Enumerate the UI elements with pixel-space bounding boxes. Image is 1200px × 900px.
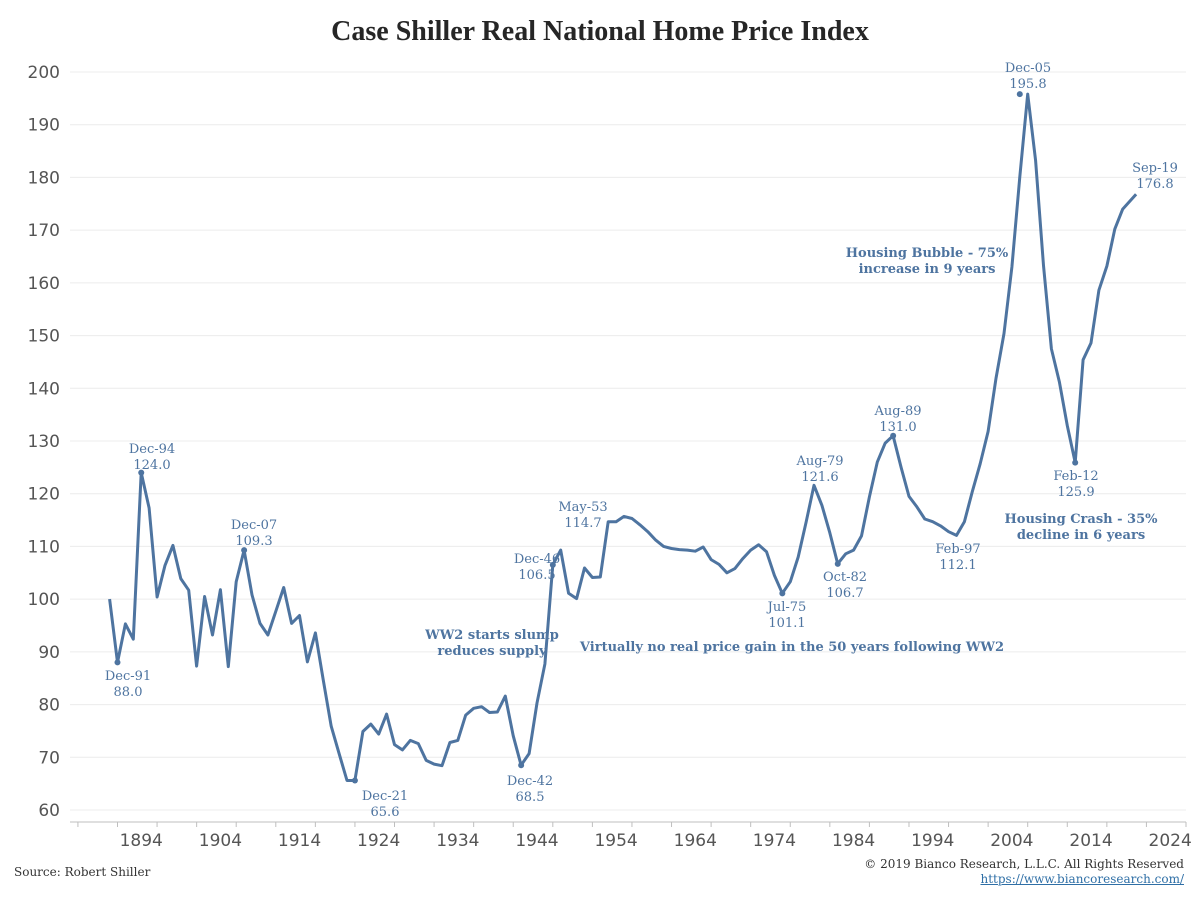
note-ww2-line-1: reduces supply	[437, 644, 547, 659]
annotation-dot-dec46	[549, 561, 556, 568]
copyright-text: © 2019 Bianco Research, L.L.C. All Right…	[864, 857, 1184, 871]
note-bubble-line-0: Housing Bubble - 75%	[846, 246, 1009, 261]
y-tick-label-170: 170	[28, 221, 60, 241]
annotation-date-may53: May-53	[558, 500, 607, 515]
source-link[interactable]: https://www.biancoresearch.com/	[980, 872, 1184, 886]
note-virtually-line-0: Virtually no real price gain in the 50 y…	[579, 640, 1004, 655]
y-tick-label-120: 120	[28, 485, 60, 505]
annotation-value-dec91: 88.0	[114, 685, 143, 700]
annotation-value-dec21: 65.6	[371, 805, 400, 820]
annotation-date-dec05: Dec-05	[1005, 61, 1051, 76]
chart-title: Case Shiller Real National Home Price In…	[331, 16, 869, 47]
y-tick-label-80: 80	[38, 696, 60, 716]
annotation-value-dec42: 68.5	[516, 790, 545, 805]
annotation-date-dec21: Dec-21	[362, 789, 408, 804]
annotation-date-dec42: Dec-42	[507, 774, 553, 789]
annotation-date-feb12: Feb-12	[1053, 469, 1098, 484]
annotation-date-dec91: Dec-91	[105, 669, 151, 684]
grid-layer	[70, 71, 1186, 811]
y-tick-label-150: 150	[28, 327, 60, 347]
y-tick-label-100: 100	[28, 590, 60, 610]
annotation-dot-dec91	[114, 659, 121, 666]
annotation-date-jul75: Jul-75	[766, 600, 807, 615]
x-tick-label-1974: 1974	[753, 831, 796, 851]
annotation-date-dec46: Dec-46	[514, 552, 560, 567]
annotation-date-dec94: Dec-94	[129, 442, 175, 457]
x-tick-label-1964: 1964	[674, 831, 717, 851]
x-tick-label-2004: 2004	[990, 831, 1033, 851]
annotation-dot-dec07	[241, 547, 248, 554]
y-tick-label-70: 70	[38, 748, 60, 768]
y-tick-label-60: 60	[38, 801, 60, 821]
axis-layer: 60 70 80 90 100 110 120 130 140 150 160 170 180 190 20…	[28, 63, 1192, 851]
y-tick-label-130: 130	[28, 432, 60, 452]
annotation-value-sep19: 176.8	[1136, 177, 1173, 192]
series-line-0	[108, 92, 1138, 782]
annotation-value-feb12: 125.9	[1057, 485, 1094, 500]
x-tick-label-1904: 1904	[199, 831, 242, 851]
y-tick-label-140: 140	[28, 379, 60, 399]
x-tick-label-2024: 2024	[1149, 831, 1192, 851]
annotation-date-aug89: Aug-89	[873, 404, 921, 419]
annotation-dot-feb12	[1072, 459, 1079, 466]
annotation-date-dec07: Dec-07	[231, 518, 277, 533]
annotation-date-oct82: Oct-82	[823, 570, 867, 585]
x-tick-label-1894: 1894	[120, 831, 163, 851]
dot-layer	[114, 91, 1079, 784]
y-tick-label-90: 90	[38, 643, 60, 663]
note-crash-line-0: Housing Crash - 35%	[1004, 512, 1158, 527]
annotation-dot-oct82	[834, 560, 841, 567]
annotation-value-aug89: 131.0	[879, 420, 916, 435]
annotation-value-oct82: 106.7	[826, 586, 863, 601]
annotation-dot-dec21	[351, 777, 358, 784]
x-tick-label-1994: 1994	[911, 831, 954, 851]
source-text: Source: Robert Shiller	[14, 865, 151, 879]
y-tick-label-180: 180	[28, 168, 60, 188]
y-tick-label-190: 190	[28, 116, 60, 136]
annotation-value-dec07: 109.3	[235, 534, 272, 549]
note-crash-line-1: decline in 6 years	[1017, 528, 1145, 543]
annotation-value-dec94: 124.0	[133, 458, 170, 473]
annotation-value-dec05: 195.8	[1009, 77, 1046, 92]
annotation-value-aug79: 121.6	[801, 470, 838, 485]
y-tick-label-160: 160	[28, 274, 60, 294]
x-tick-label-1934: 1934	[436, 831, 479, 851]
annotation-value-feb97: 112.1	[939, 558, 976, 573]
annotation-value-may53: 114.7	[564, 516, 601, 531]
x-tick-label-1984: 1984	[832, 831, 875, 851]
annotation-dot-jul75	[779, 590, 786, 597]
annotation-dot-dec05	[1016, 91, 1023, 98]
annotation-date-aug79: Aug-79	[795, 454, 843, 469]
annotation-date-sep19: Sep-19	[1132, 161, 1178, 176]
annotation-date-feb97: Feb-97	[935, 542, 980, 557]
x-tick-label-1944: 1944	[515, 831, 558, 851]
note-ww2-line-0: WW2 starts slump	[424, 628, 559, 643]
y-tick-label-110: 110	[28, 537, 60, 557]
x-tick-label-2014: 2014	[1069, 831, 1112, 851]
x-tick-label-1954: 1954	[594, 831, 637, 851]
y-tick-label-200: 200	[28, 63, 60, 83]
annotation-value-jul75: 101.1	[768, 616, 805, 631]
x-tick-label-1924: 1924	[357, 831, 400, 851]
line-layer	[108, 92, 1138, 782]
annotation-dot-dec42	[518, 762, 525, 769]
annotation-dot-dec94	[138, 469, 145, 476]
x-tick-label-1914: 1914	[278, 831, 321, 851]
annotation-dot-aug89	[890, 432, 897, 439]
note-bubble-line-1: increase in 9 years	[859, 262, 996, 277]
annotation-value-dec46: 106.5	[518, 568, 555, 583]
